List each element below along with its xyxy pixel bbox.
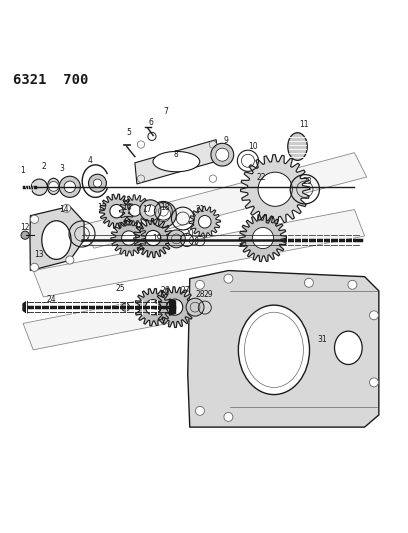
Polygon shape	[188, 271, 379, 427]
Text: 23: 23	[303, 176, 313, 185]
Text: 3: 3	[59, 164, 64, 173]
Polygon shape	[239, 214, 286, 262]
Circle shape	[216, 148, 229, 161]
Polygon shape	[154, 287, 195, 327]
Polygon shape	[189, 206, 220, 237]
Text: 30: 30	[238, 240, 248, 248]
Polygon shape	[100, 194, 134, 228]
Circle shape	[224, 413, 233, 422]
Polygon shape	[169, 299, 175, 316]
Circle shape	[59, 176, 80, 197]
Text: 27: 27	[181, 286, 191, 295]
Circle shape	[62, 204, 71, 213]
Circle shape	[30, 215, 38, 223]
Circle shape	[167, 299, 183, 315]
Circle shape	[258, 172, 292, 206]
Text: 26: 26	[161, 286, 170, 295]
Text: 1: 1	[21, 166, 25, 175]
Text: 29: 29	[203, 290, 213, 300]
Text: 9: 9	[224, 136, 229, 145]
Circle shape	[49, 182, 58, 191]
Polygon shape	[111, 220, 146, 256]
Text: 18: 18	[161, 203, 170, 212]
Polygon shape	[135, 288, 172, 326]
Text: 19: 19	[153, 233, 162, 243]
Text: 31: 31	[317, 335, 327, 344]
Polygon shape	[23, 281, 251, 350]
Text: 6: 6	[149, 118, 153, 127]
Circle shape	[186, 298, 204, 316]
Text: 13: 13	[35, 250, 44, 259]
Text: 2: 2	[41, 163, 46, 172]
Circle shape	[93, 179, 102, 187]
Circle shape	[110, 205, 123, 218]
Text: 10: 10	[248, 142, 257, 151]
Circle shape	[150, 201, 176, 228]
Text: 4: 4	[88, 156, 93, 165]
Circle shape	[146, 300, 161, 315]
Circle shape	[122, 303, 130, 311]
Circle shape	[146, 230, 161, 246]
Circle shape	[167, 230, 185, 248]
Ellipse shape	[42, 221, 71, 260]
Text: 22: 22	[256, 173, 266, 182]
Text: 15: 15	[98, 203, 107, 212]
Ellipse shape	[238, 305, 310, 394]
Circle shape	[30, 263, 38, 271]
Circle shape	[348, 280, 357, 289]
Text: 17: 17	[142, 205, 152, 214]
Circle shape	[66, 256, 74, 264]
Polygon shape	[134, 219, 173, 257]
Text: 14: 14	[59, 205, 69, 214]
Polygon shape	[120, 195, 150, 226]
Text: 6321  700: 6321 700	[13, 74, 88, 87]
Circle shape	[211, 143, 234, 166]
Text: 20: 20	[185, 230, 195, 238]
Circle shape	[89, 174, 106, 192]
Circle shape	[195, 406, 204, 415]
Polygon shape	[241, 155, 310, 224]
Ellipse shape	[153, 151, 200, 172]
Circle shape	[31, 179, 47, 195]
Circle shape	[122, 231, 136, 245]
Text: 11: 11	[299, 120, 308, 128]
Text: 21: 21	[195, 205, 205, 214]
Text: 25: 25	[116, 285, 125, 293]
Ellipse shape	[47, 178, 60, 195]
Text: 5: 5	[126, 128, 131, 137]
Circle shape	[64, 181, 75, 192]
Text: 12: 12	[20, 223, 30, 232]
Circle shape	[144, 205, 156, 216]
Circle shape	[224, 274, 233, 283]
Polygon shape	[33, 209, 365, 297]
Circle shape	[370, 311, 379, 320]
Circle shape	[304, 278, 313, 287]
Polygon shape	[135, 140, 218, 184]
Circle shape	[21, 231, 29, 239]
Text: 8: 8	[173, 150, 178, 159]
Text: 24: 24	[47, 295, 56, 303]
Ellipse shape	[288, 133, 307, 160]
Text: 28: 28	[195, 290, 205, 300]
Circle shape	[129, 205, 141, 216]
Circle shape	[370, 378, 379, 387]
Polygon shape	[80, 152, 367, 248]
Circle shape	[140, 200, 161, 221]
Circle shape	[156, 207, 171, 222]
Text: 7: 7	[163, 108, 168, 117]
Polygon shape	[23, 301, 27, 313]
Text: 16: 16	[122, 203, 131, 212]
Polygon shape	[30, 206, 84, 271]
Ellipse shape	[335, 331, 362, 365]
Circle shape	[253, 228, 273, 248]
Circle shape	[253, 228, 273, 248]
Circle shape	[260, 174, 290, 205]
Circle shape	[195, 280, 204, 289]
Circle shape	[199, 215, 211, 228]
